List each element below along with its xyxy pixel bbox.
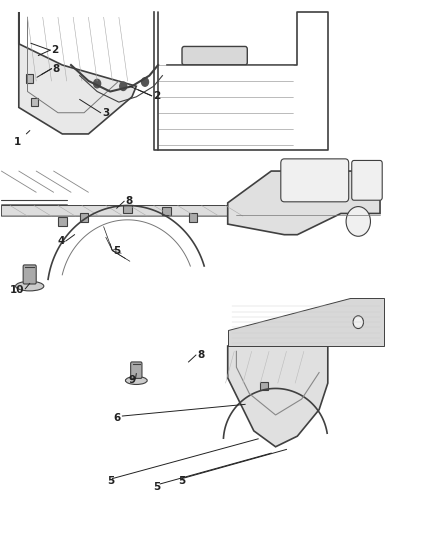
Text: 2: 2: [153, 91, 160, 101]
Text: 5: 5: [178, 477, 186, 486]
Bar: [80, 214, 88, 222]
FancyBboxPatch shape: [23, 265, 36, 284]
Text: 5: 5: [114, 246, 121, 256]
FancyBboxPatch shape: [352, 160, 382, 200]
Circle shape: [94, 79, 101, 88]
Text: 1: 1: [14, 131, 30, 147]
Text: 2: 2: [51, 45, 59, 55]
Polygon shape: [228, 171, 380, 235]
Text: 10: 10: [10, 285, 25, 295]
Bar: [260, 382, 268, 390]
Bar: [123, 205, 132, 214]
FancyBboxPatch shape: [131, 362, 142, 378]
Text: 3: 3: [102, 108, 110, 118]
Circle shape: [346, 207, 371, 236]
Bar: [31, 98, 38, 107]
Circle shape: [120, 82, 127, 91]
Ellipse shape: [15, 281, 44, 291]
Polygon shape: [228, 298, 385, 346]
Bar: [58, 217, 67, 225]
Polygon shape: [1, 206, 271, 216]
FancyBboxPatch shape: [281, 159, 349, 202]
Ellipse shape: [125, 376, 147, 384]
Text: 8: 8: [197, 350, 205, 360]
Text: 8: 8: [126, 196, 133, 206]
Text: 4: 4: [57, 236, 64, 246]
Text: 5: 5: [107, 477, 115, 486]
Bar: [188, 214, 197, 222]
FancyBboxPatch shape: [182, 46, 247, 65]
Bar: [162, 207, 171, 215]
Text: 6: 6: [114, 413, 121, 423]
Polygon shape: [228, 346, 328, 447]
Polygon shape: [19, 12, 136, 134]
Text: 5: 5: [154, 481, 161, 491]
Bar: [26, 74, 33, 83]
Text: 8: 8: [52, 64, 60, 74]
Circle shape: [353, 316, 364, 328]
Text: 9: 9: [128, 375, 135, 385]
Circle shape: [141, 78, 148, 86]
